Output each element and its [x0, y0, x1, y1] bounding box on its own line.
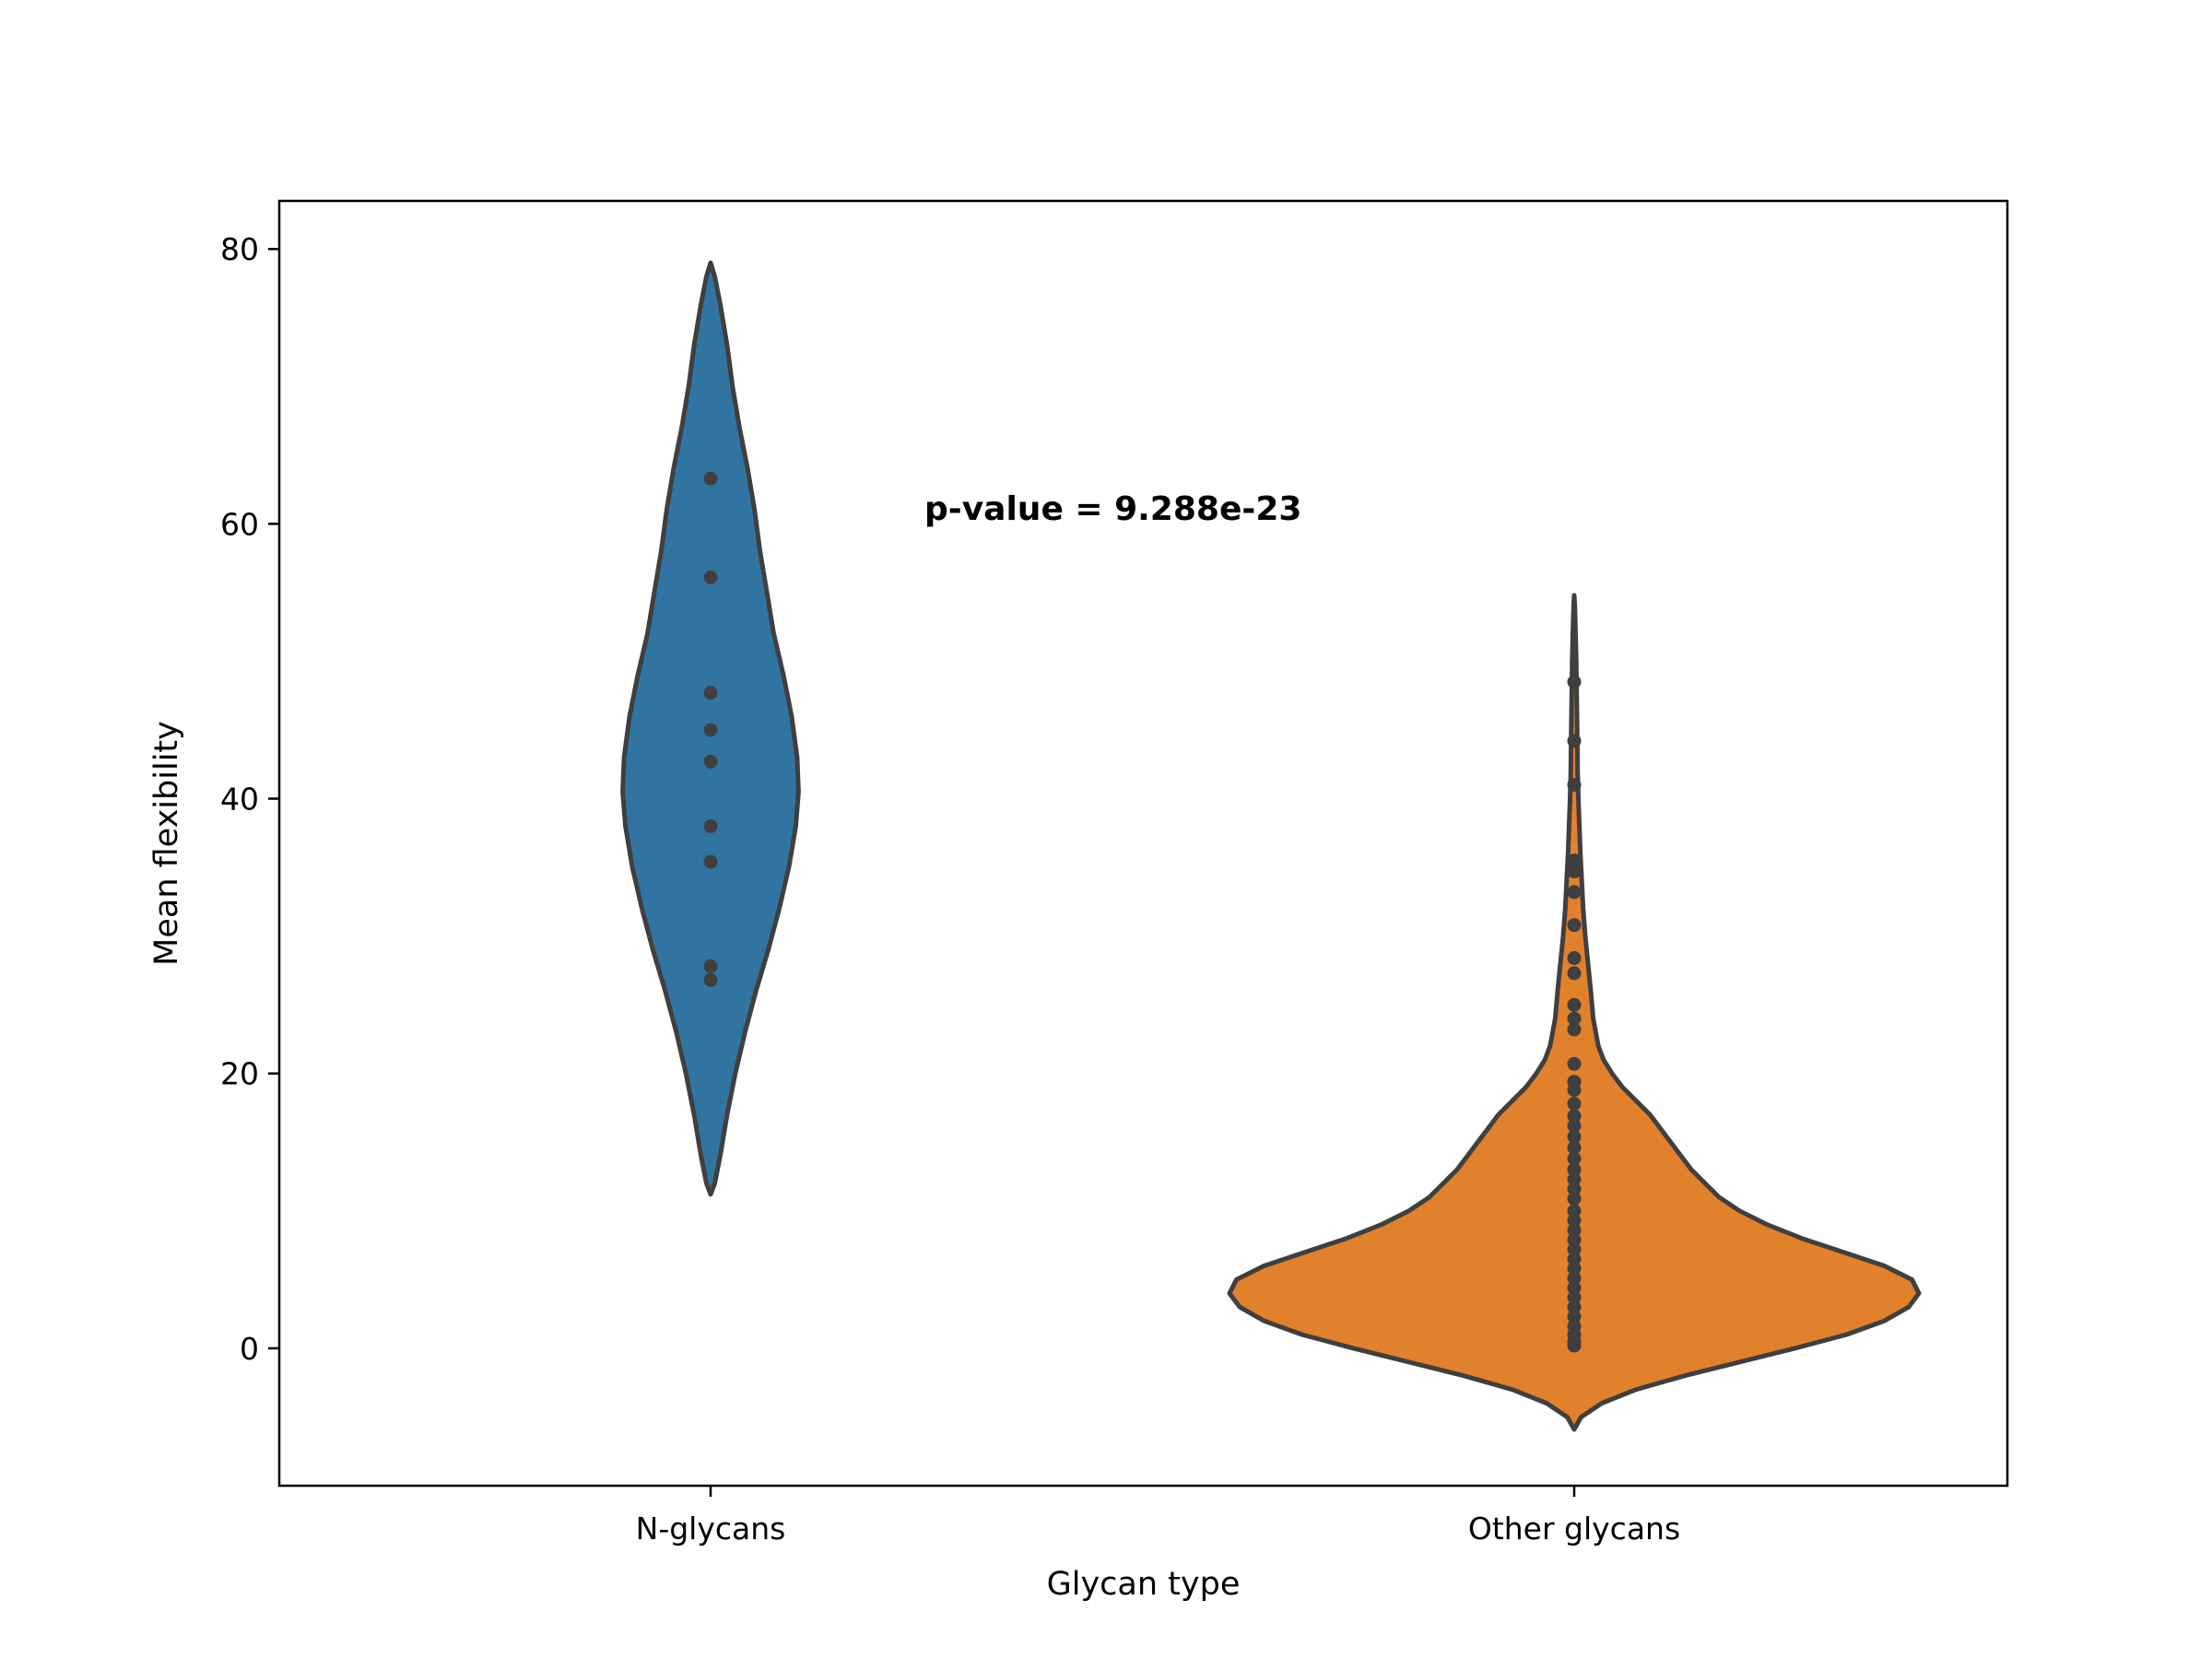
x-axis: N-glycans Other glycans [636, 1486, 1680, 1547]
data-point [703, 723, 718, 737]
plot-frame [277, 199, 2009, 1488]
y-tick-label: 80 [220, 231, 259, 267]
data-point [1567, 1213, 1582, 1228]
data-point [1567, 1011, 1582, 1026]
data-point [1567, 1290, 1582, 1305]
data-point [1567, 1271, 1582, 1286]
data-point [1567, 1162, 1582, 1177]
data-point [703, 571, 718, 584]
data-point [1567, 1140, 1582, 1155]
x-tick-label: N-glycans [636, 1511, 786, 1547]
y-axis-label: Mean flexibility [148, 721, 185, 966]
data-point [1567, 1310, 1582, 1324]
data-point [1567, 1232, 1582, 1247]
data-point [703, 818, 718, 833]
data-point [1567, 1056, 1582, 1071]
violins-layer [620, 260, 1922, 1432]
data-point [1567, 951, 1582, 965]
data-point [1567, 865, 1582, 879]
data-point [1567, 885, 1582, 900]
data-point [1567, 1280, 1582, 1295]
data-point [703, 854, 718, 869]
data-point [1567, 1097, 1582, 1111]
y-tick-label: 0 [240, 1331, 259, 1367]
y-axis: 0 20 40 60 80 [220, 231, 279, 1367]
points-layer [703, 471, 1582, 1353]
data-point [1567, 853, 1582, 868]
data-point [1567, 1300, 1582, 1314]
data-point [1567, 1204, 1582, 1218]
data-point [1567, 1182, 1582, 1196]
data-point [1567, 1151, 1582, 1166]
y-tick-label: 20 [220, 1056, 259, 1092]
data-point [703, 754, 718, 769]
y-tick-label: 40 [220, 782, 259, 818]
p-value-annotation: p-value = 9.288e-23 [924, 490, 1301, 528]
data-point [1567, 1223, 1582, 1238]
data-point [1567, 1338, 1582, 1353]
data-point [1567, 675, 1582, 689]
data-point [1567, 1242, 1582, 1257]
data-point [703, 972, 718, 987]
data-point [1567, 918, 1582, 933]
data-point [1567, 966, 1582, 981]
data-point [1567, 1022, 1582, 1037]
data-point [703, 471, 718, 486]
data-point [703, 686, 718, 700]
data-point [1567, 1129, 1582, 1144]
data-point [1567, 734, 1582, 748]
data-point [1567, 1191, 1582, 1206]
data-point [703, 959, 718, 973]
data-point [1567, 1118, 1582, 1133]
data-point [1567, 997, 1582, 1012]
data-point [1567, 1172, 1582, 1186]
x-axis-label: Glycan type [1047, 1566, 1241, 1603]
data-point [1567, 778, 1582, 793]
data-point [1567, 1109, 1582, 1124]
data-point [1567, 1083, 1582, 1098]
data-point [1567, 1261, 1582, 1276]
y-tick-label: 60 [220, 506, 259, 542]
x-tick-label: Other glycans [1468, 1511, 1680, 1547]
data-point [1567, 1252, 1582, 1266]
